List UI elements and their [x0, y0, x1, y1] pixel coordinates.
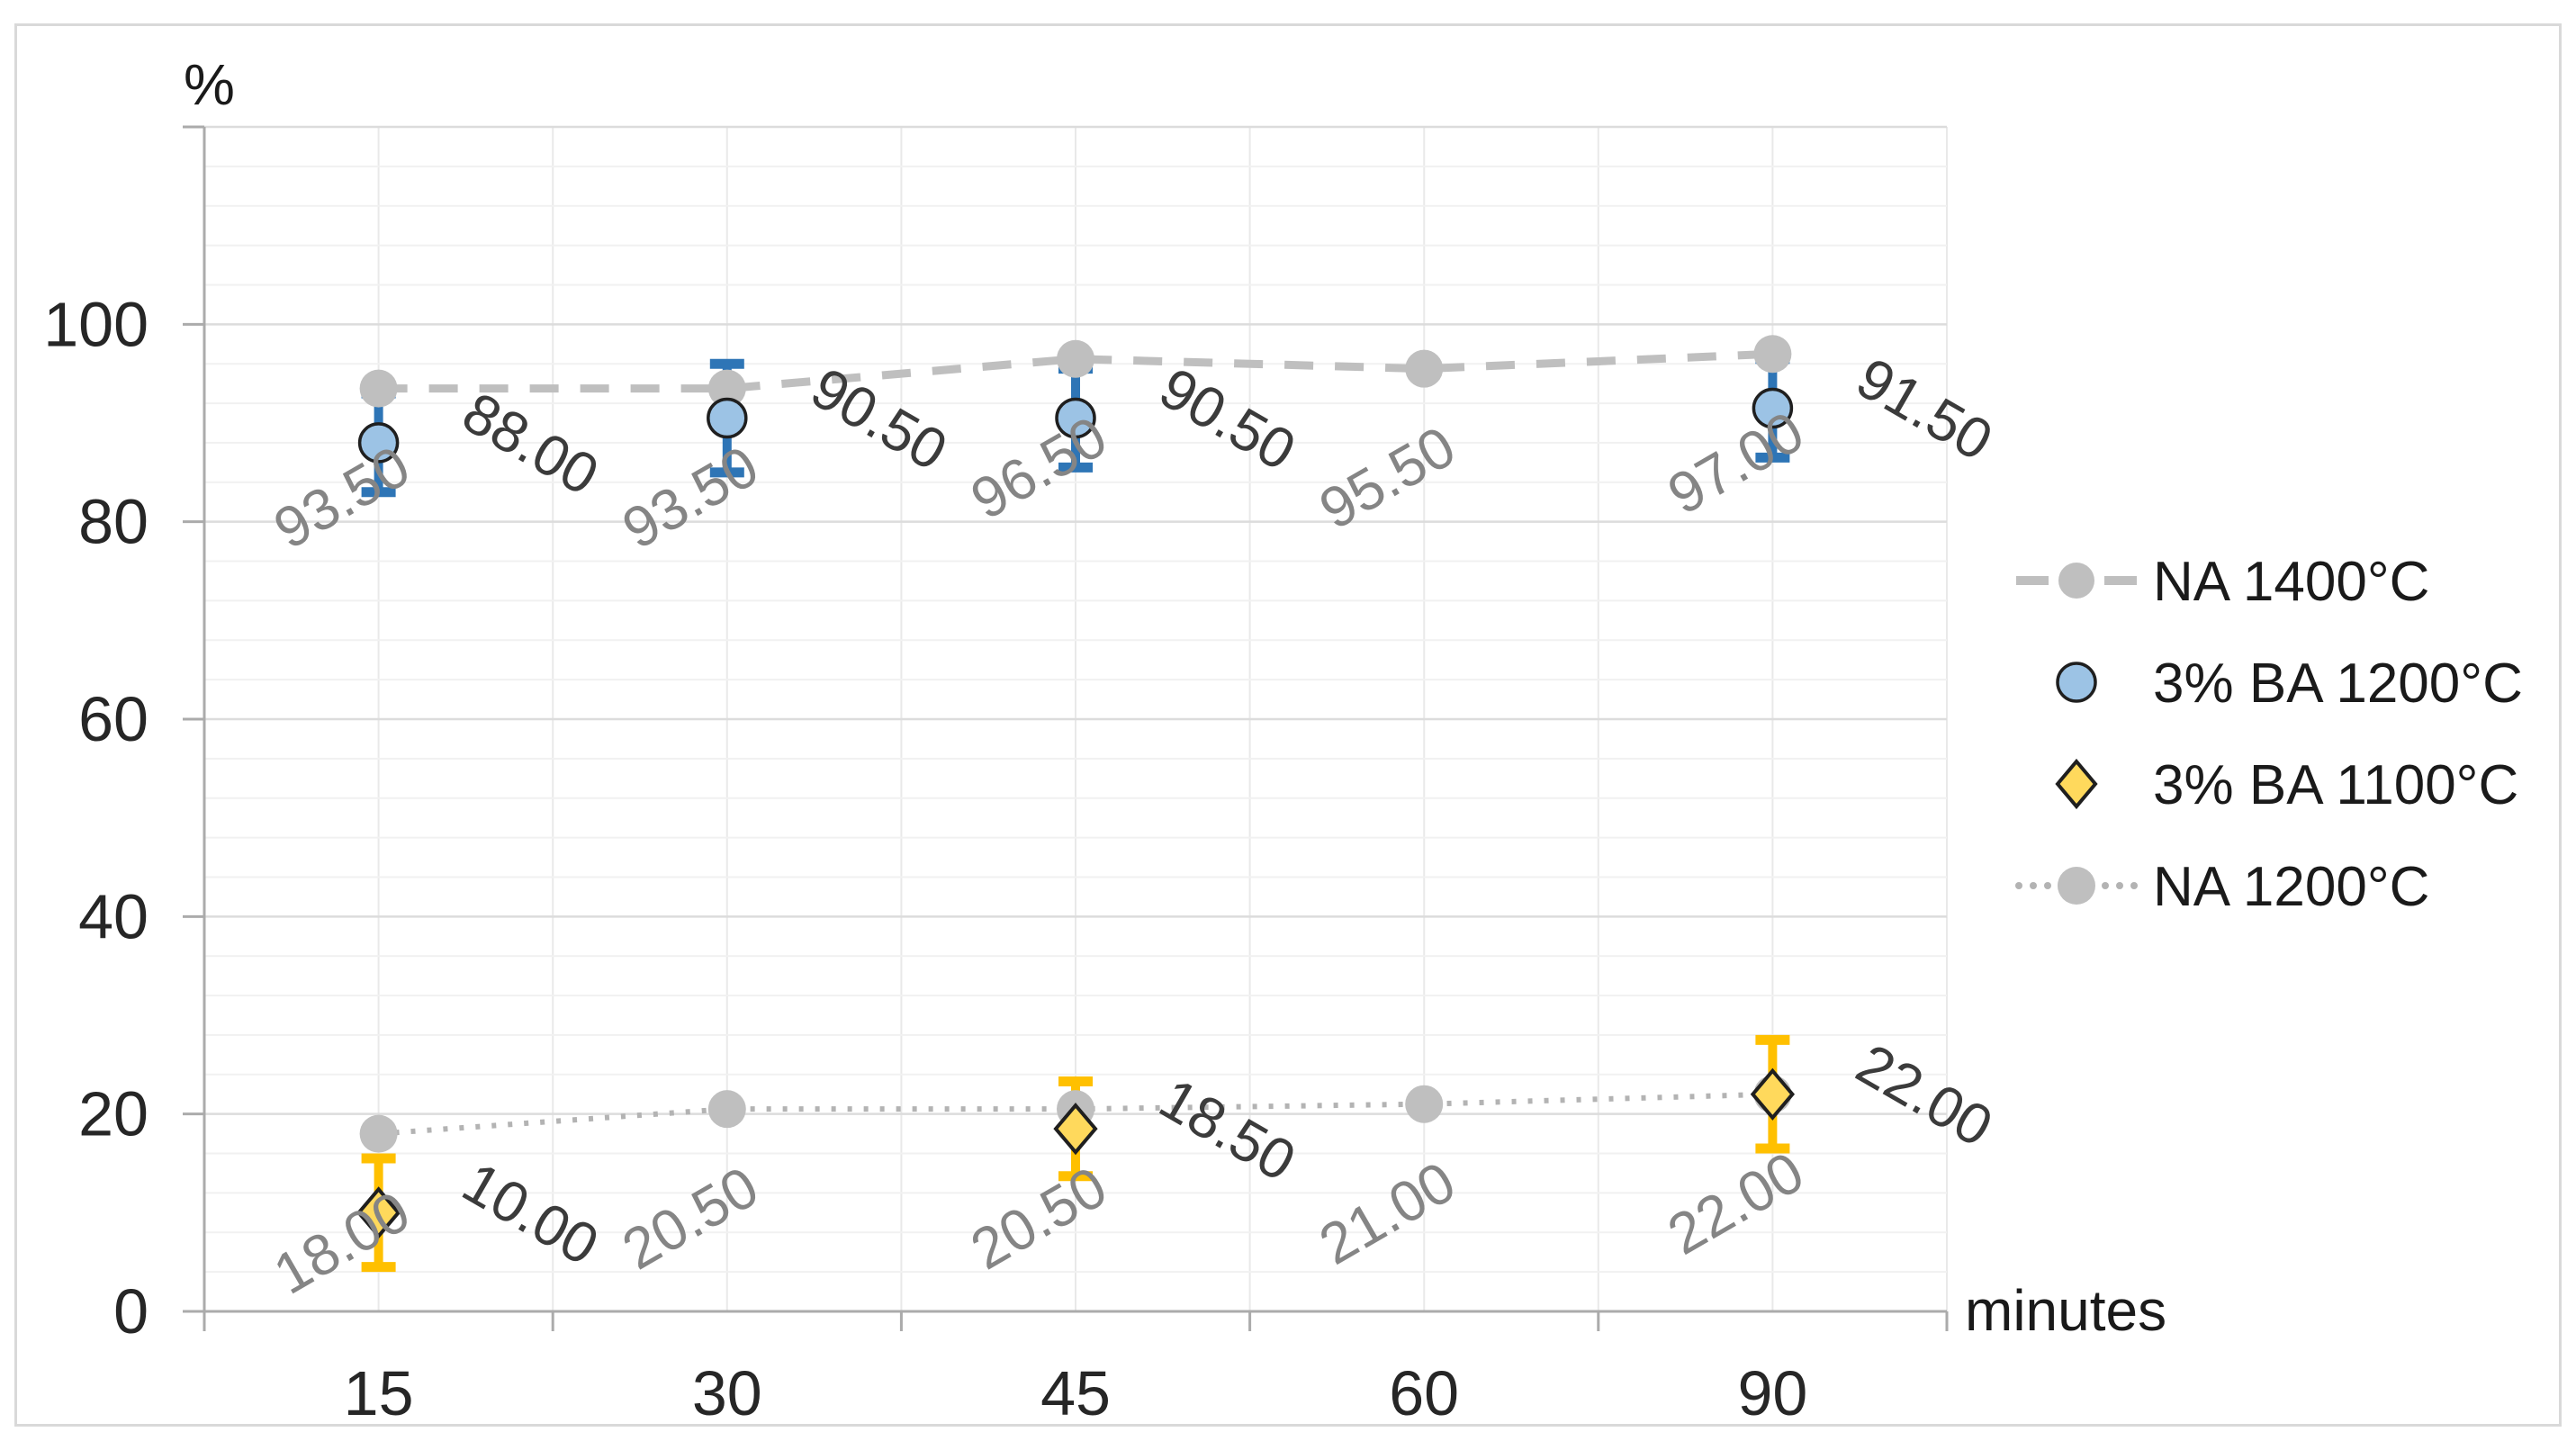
y-axis-tick-label: 0: [113, 1276, 149, 1346]
legend-item-label: 3% BA 1100°C: [2153, 754, 2518, 816]
legend-dot: [2030, 882, 2037, 889]
data-label: 20.50: [960, 1154, 1118, 1282]
y-axis-tick-label: 60: [78, 684, 149, 754]
data-label: 20.50: [611, 1154, 769, 1282]
data-label: 22.00: [1846, 1031, 2004, 1158]
data-label: 21.00: [1309, 1148, 1466, 1276]
x-axis-tick-label: 90: [1737, 1358, 1807, 1428]
data-point-circle: [1752, 387, 1794, 429]
data-label: 18.00: [263, 1178, 420, 1306]
legend-dot: [2044, 882, 2051, 889]
legend-dot: [2102, 882, 2109, 889]
data-point-circle: [707, 369, 746, 408]
data-point-diamond: [1053, 1103, 1098, 1156]
data-point-diamond: [1750, 1067, 1796, 1121]
data-label: 18.50: [1149, 1066, 1307, 1193]
legend-item-label: NA 1400°C: [2153, 551, 2429, 613]
data-label: 90.50: [1149, 355, 1307, 482]
data-label: 88.00: [452, 380, 609, 508]
x-axis-tick-label: 30: [692, 1358, 762, 1428]
y-axis-tick-label: 100: [43, 289, 149, 359]
legend-item-label: NA 1200°C: [2153, 856, 2429, 918]
data-label: 10.00: [452, 1149, 609, 1277]
data-label: 93.50: [611, 433, 769, 561]
y-axis-tick-label: 20: [78, 1079, 149, 1149]
y-axis-tick-label: 40: [78, 881, 149, 951]
x-axis-tick-label: 60: [1389, 1358, 1459, 1428]
legend-marker-yellow-diamond: [2055, 758, 2098, 810]
y-axis-tick-label: 80: [78, 487, 149, 557]
data-point-circle: [707, 397, 748, 439]
legend-dot: [2015, 882, 2022, 889]
series-line-dashed: [378, 349, 1773, 393]
legend-marker-blue-circle: [2056, 662, 2097, 703]
x-axis-tick-label: 45: [1040, 1358, 1111, 1428]
data-point-circle: [1057, 339, 1094, 378]
data-point-circle: [1753, 335, 1792, 374]
data-point-circle: [359, 369, 398, 408]
data-point-circle: [1055, 397, 1096, 439]
data-label: 93.50: [263, 433, 420, 561]
y-axis-title: %: [184, 52, 235, 117]
legend-dot: [2116, 882, 2123, 889]
legend-item-label: 3% BA 1200°C: [2153, 653, 2523, 715]
data-point-circle: [359, 1114, 398, 1153]
data-point-circle: [1405, 1085, 1444, 1123]
data-label: 97.00: [1657, 399, 1815, 527]
data-point-diamond: [356, 1186, 401, 1239]
legend-marker-gray-circle: [2058, 563, 2094, 599]
data-label: 22.00: [1657, 1139, 1815, 1266]
x-axis-title: minutes: [1965, 1278, 2167, 1343]
legend-dot: [2130, 882, 2138, 889]
data-point-circle: [1405, 349, 1444, 388]
data-label: 96.50: [960, 403, 1118, 531]
data-point-circle: [357, 422, 400, 464]
x-axis-tick-label: 15: [344, 1358, 414, 1428]
legend-marker-gray-circle: [2058, 867, 2095, 905]
data-point-circle: [707, 1090, 746, 1129]
